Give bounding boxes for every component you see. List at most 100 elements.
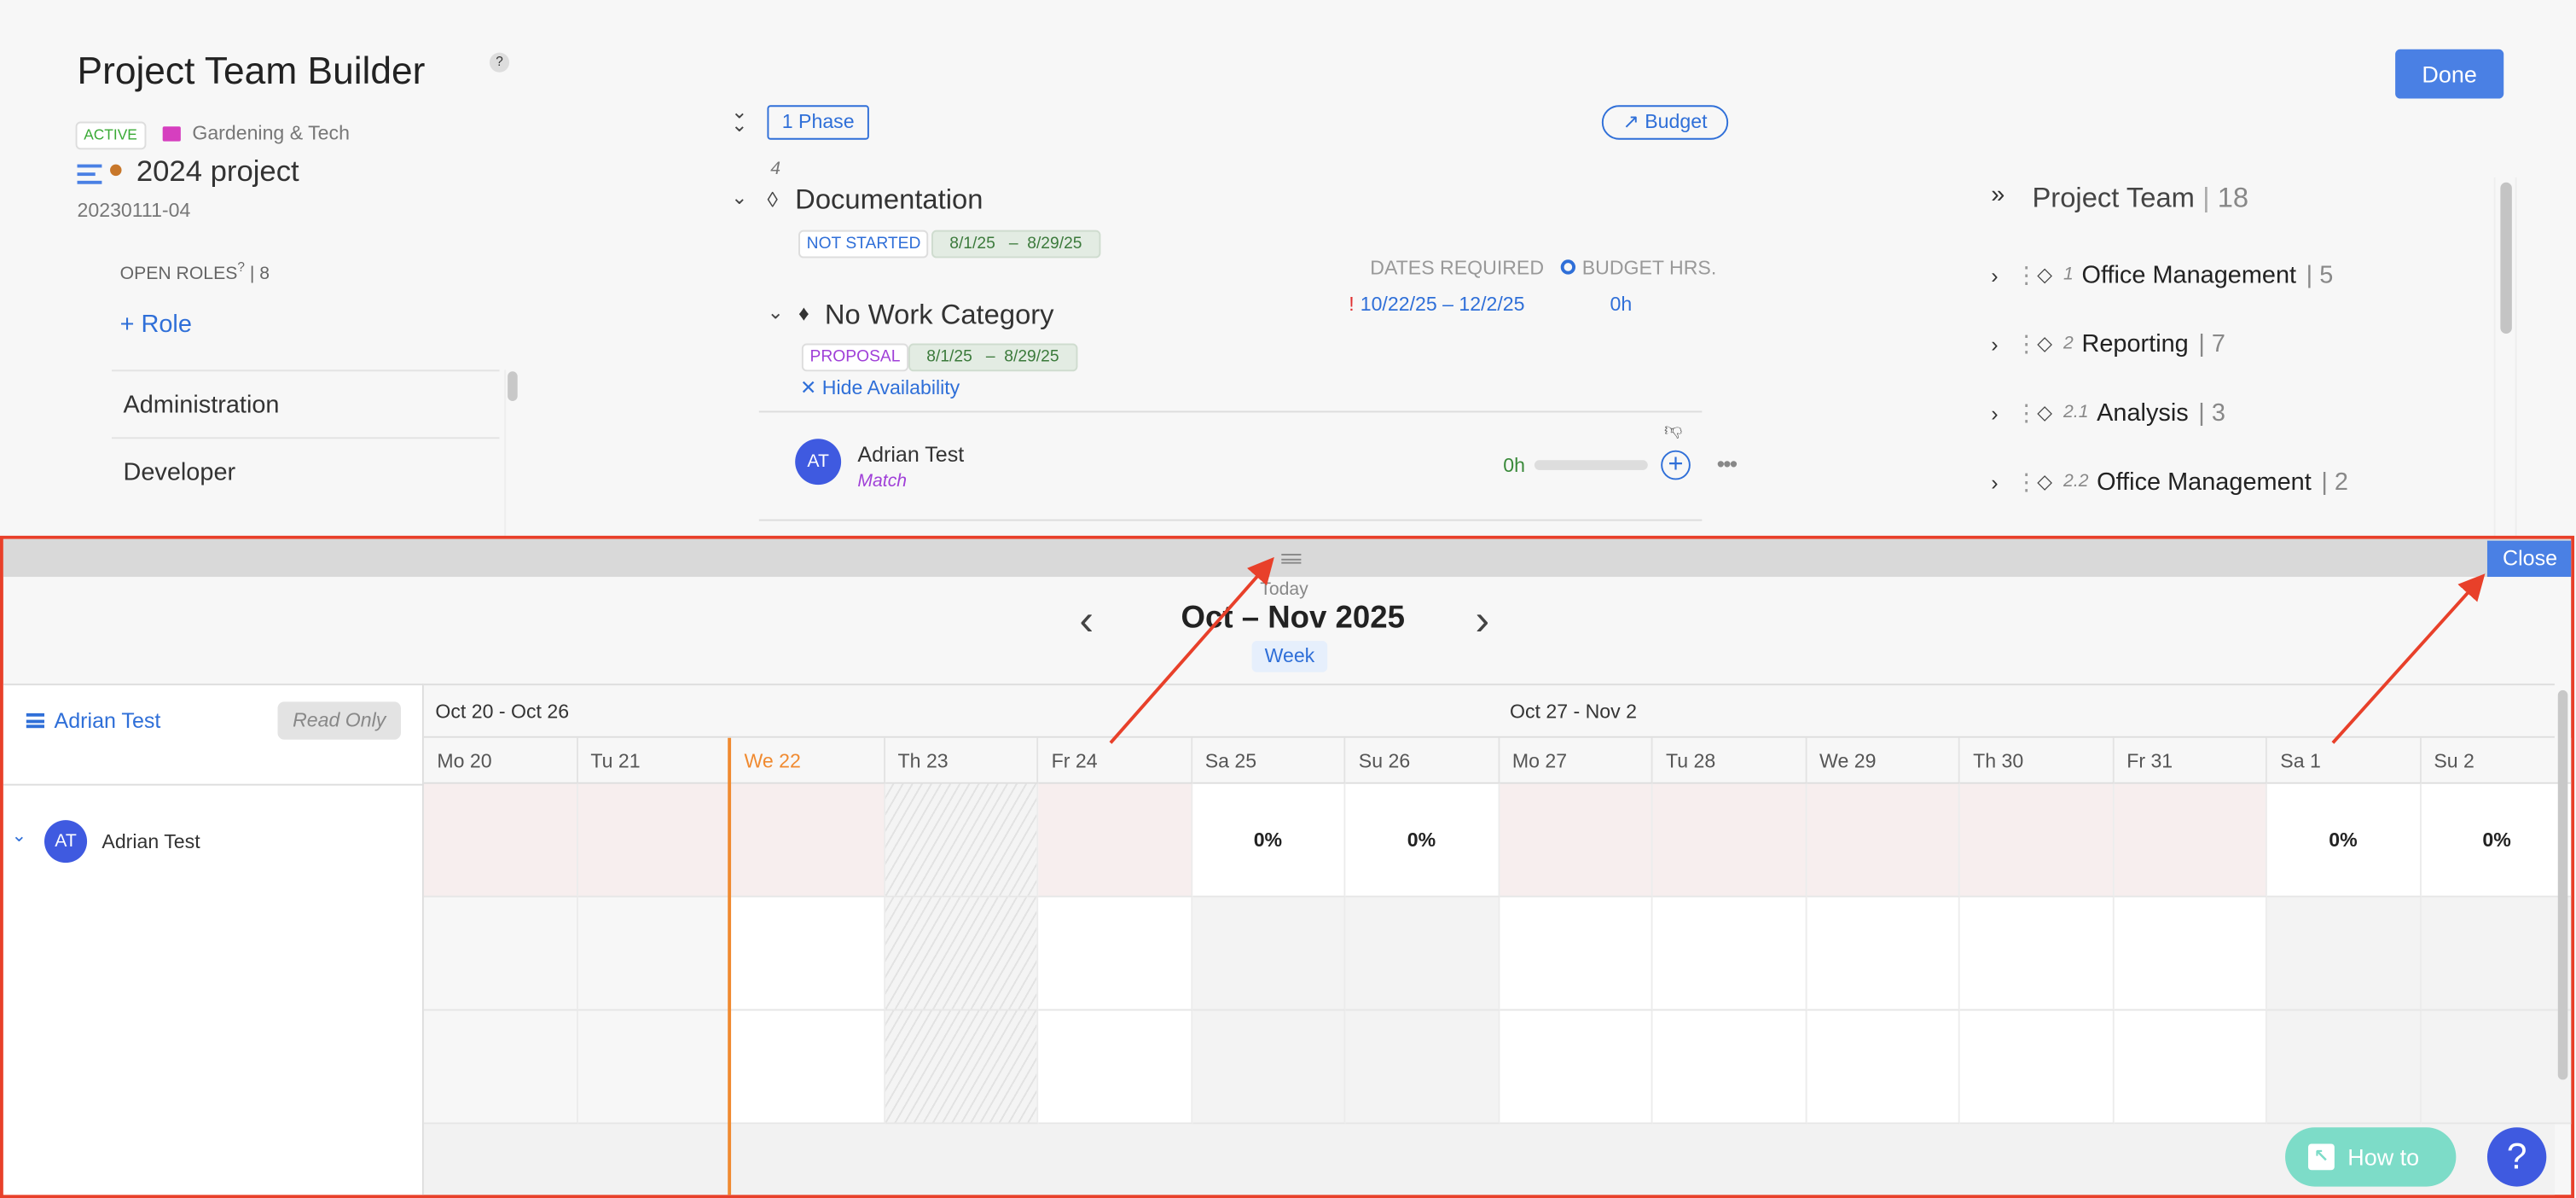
schedule-cell[interactable] xyxy=(885,897,1039,1011)
team-item[interactable]: › ⋮ ◇ 1 Office Management | 5 xyxy=(1991,258,2333,291)
drag-handle-icon[interactable]: ⋮ xyxy=(2015,260,2038,288)
roles-scrollbar[interactable] xyxy=(504,369,519,536)
allocation-cell[interactable]: 0% xyxy=(1192,783,1346,898)
schedule-cell[interactable] xyxy=(1192,897,1346,1011)
budget-target-icon xyxy=(1560,259,1576,275)
help-icon[interactable]: ? xyxy=(237,259,245,275)
schedule-cell[interactable] xyxy=(2420,897,2572,1011)
drag-handle-icon[interactable]: ⋮ xyxy=(2015,467,2038,494)
phase-dates: 8/1/25 – 8/29/25 xyxy=(931,230,1100,259)
allocation-cell[interactable]: 0% xyxy=(2420,783,2572,898)
schedule-cell[interactable] xyxy=(1038,897,1192,1011)
schedule-cell[interactable] xyxy=(2266,1010,2421,1125)
next-arrow-icon[interactable]: › xyxy=(1475,595,1490,644)
allocation-cell[interactable]: 0% xyxy=(2266,783,2421,898)
schedule-cell[interactable] xyxy=(1959,1010,2114,1125)
team-scrollbar[interactable] xyxy=(2493,177,2517,536)
collapse-chevron-icon[interactable]: ⌄ xyxy=(767,300,784,324)
schedule-cell[interactable] xyxy=(885,1010,1039,1125)
schedule-cell[interactable] xyxy=(1959,897,2114,1011)
required-dates[interactable]: 10/22/25 – 12/2/25 xyxy=(1360,292,1525,316)
help-button[interactable]: ? xyxy=(2486,1127,2547,1187)
team-item[interactable]: › ⋮ ◇ 2 Reporting | 7 xyxy=(1991,327,2225,360)
collapse-team-icon[interactable]: » xyxy=(1991,180,2005,209)
allocation-cell[interactable] xyxy=(1652,783,1807,898)
open-roles-label: OPEN ROLES? | 8 xyxy=(120,259,270,283)
panel-resize-bar[interactable] xyxy=(3,538,2572,578)
thumbs-down-icon[interactable]: 👎︎ xyxy=(1664,421,1683,441)
how-to-button[interactable]: ↖ How to xyxy=(2285,1127,2457,1187)
expand-all-icon[interactable]: ⌄ ⌄ xyxy=(731,100,748,137)
hide-availability-button[interactable]: ✕ Hide Availability xyxy=(800,376,960,399)
avatar: AT xyxy=(44,820,88,864)
member-row-name: Adrian Test xyxy=(102,829,200,853)
schedule-cell[interactable] xyxy=(577,1010,732,1125)
allocation-cell[interactable] xyxy=(1038,783,1192,898)
role-item[interactable]: Administration xyxy=(111,369,500,437)
project-number: 20230111-04 xyxy=(77,199,191,223)
expand-chevron-icon[interactable]: › xyxy=(1991,399,1999,425)
help-icon[interactable]: ? xyxy=(489,52,510,73)
calendar-scrollbar[interactable] xyxy=(2557,689,2568,1080)
schedule-cell[interactable] xyxy=(2113,897,2267,1011)
schedule-cell[interactable] xyxy=(731,1010,885,1125)
done-button[interactable]: Done xyxy=(2395,49,2504,99)
allocation-cell[interactable] xyxy=(885,783,1039,898)
schedule-cell[interactable] xyxy=(577,897,732,1011)
allocation-cell[interactable] xyxy=(1499,783,1653,898)
schedule-cell[interactable] xyxy=(1652,897,1807,1011)
schedule-cell[interactable] xyxy=(1652,1010,1807,1125)
budget-hours[interactable]: 0h xyxy=(1610,292,1633,316)
member-list-icon[interactable] xyxy=(26,712,45,729)
drag-handle-icon[interactable] xyxy=(1281,554,1302,564)
drag-handle-icon[interactable]: ⋮ xyxy=(2015,398,2038,425)
team-item[interactable]: › ⋮ ◇ 2.2 Office Management | 2 xyxy=(1991,465,2348,498)
left-column xyxy=(3,683,424,1195)
schedule-cell[interactable] xyxy=(1806,897,1960,1011)
how-to-label: How to xyxy=(2347,1143,2420,1171)
allocation-cell[interactable] xyxy=(2113,783,2267,898)
prev-arrow-icon[interactable]: ‹ xyxy=(1079,595,1094,644)
collapse-chevron-icon[interactable]: ⌄ xyxy=(731,185,748,209)
schedule-cell[interactable] xyxy=(1038,1010,1192,1125)
schedule-cell[interactable] xyxy=(1345,897,1500,1011)
schedule-cell[interactable] xyxy=(1345,1010,1500,1125)
schedule-cell[interactable] xyxy=(1806,1010,1960,1125)
budget-button[interactable]: ↗ Budget xyxy=(1601,105,1729,140)
team-item[interactable]: › ⋮ ◇ 2.1 Analysis | 3 xyxy=(1991,396,2225,429)
category-name: No Work Category xyxy=(824,299,1054,331)
expand-chevron-icon[interactable]: › xyxy=(1991,262,1999,288)
phase-button[interactable]: 1 Phase xyxy=(767,105,869,140)
role-item[interactable]: Developer xyxy=(111,437,500,504)
schedule-cell[interactable] xyxy=(1499,1010,1653,1125)
item-count-value: 3 xyxy=(2211,398,2225,427)
schedule-cell[interactable] xyxy=(731,897,885,1011)
allocation-cell[interactable] xyxy=(731,783,885,898)
more-options-icon[interactable]: ••• xyxy=(1716,450,1738,477)
schedule-cell[interactable] xyxy=(423,1010,577,1125)
view-toggle[interactable]: Week xyxy=(1251,641,1328,672)
add-hours-button[interactable]: + xyxy=(1661,450,1691,480)
member-header-name[interactable]: Adrian Test xyxy=(54,708,161,733)
allocation-cell[interactable]: 0% xyxy=(1345,783,1500,898)
item-name: Reporting xyxy=(2081,329,2189,358)
schedule-cell[interactable] xyxy=(2113,1010,2267,1125)
allocation-cell[interactable] xyxy=(1806,783,1960,898)
close-button[interactable]: Close xyxy=(2486,540,2572,578)
member-name[interactable]: Adrian Test xyxy=(857,442,965,467)
day-header: We 29 xyxy=(1806,737,1960,784)
schedule-cell[interactable] xyxy=(2420,1010,2572,1125)
drag-handle-icon[interactable]: ⋮ xyxy=(2015,329,2038,356)
expand-chevron-icon[interactable]: › xyxy=(1991,468,1999,494)
expand-chevron-icon[interactable]: › xyxy=(1991,331,1999,356)
allocation-cell[interactable] xyxy=(1959,783,2114,898)
phase-status-badge: NOT STARTED xyxy=(798,230,930,259)
expand-member-icon[interactable]: ⌄ xyxy=(11,826,27,846)
add-role-button[interactable]: + Role xyxy=(119,311,192,339)
schedule-cell[interactable] xyxy=(2266,897,2421,1011)
schedule-cell[interactable] xyxy=(1499,897,1653,1011)
item-name: Office Management xyxy=(2081,260,2297,289)
allocation-cell[interactable] xyxy=(423,783,577,898)
schedule-cell[interactable] xyxy=(423,897,577,1011)
schedule-cell[interactable] xyxy=(1192,1010,1346,1125)
